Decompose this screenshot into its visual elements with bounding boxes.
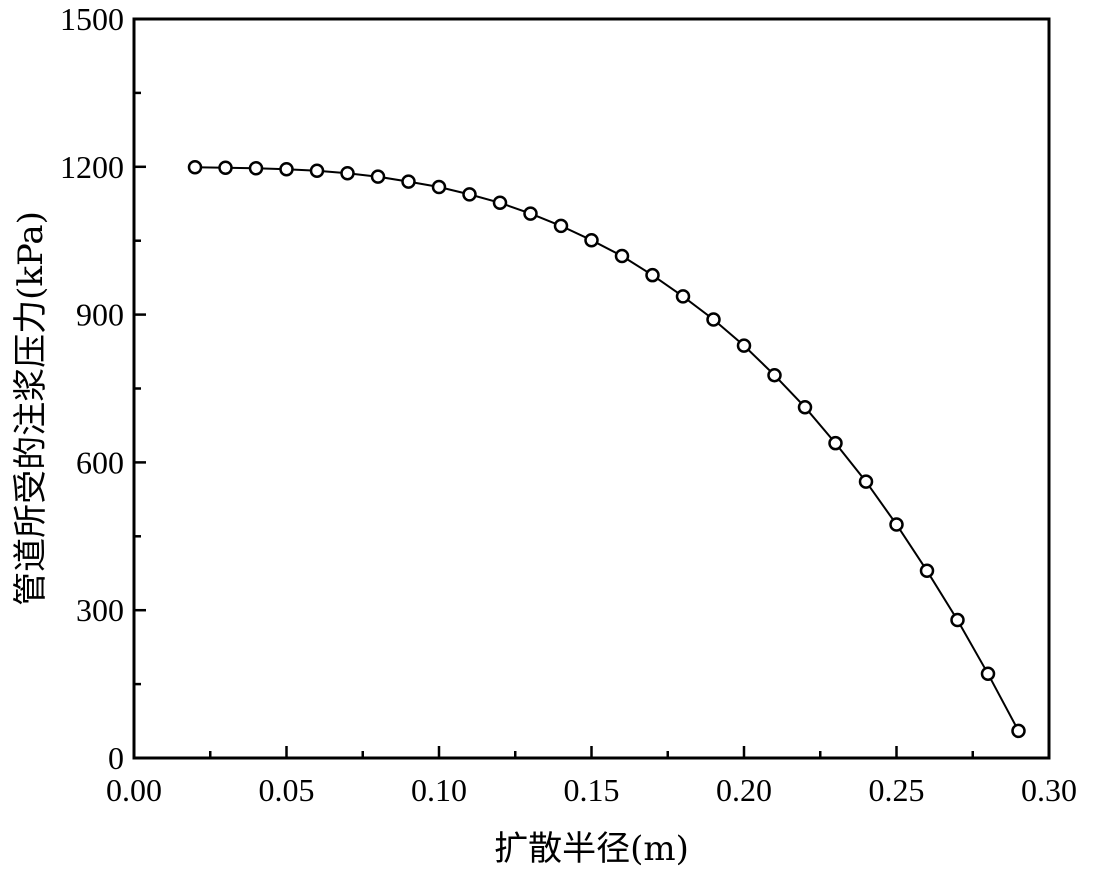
series-layer (187, 160, 1026, 739)
data-point (858, 474, 874, 489)
data-point (553, 218, 569, 234)
data-point (736, 338, 752, 353)
x-tick-label: 0.15 (564, 772, 620, 808)
y-tick-label: 900 (76, 297, 124, 333)
data-point (523, 206, 538, 221)
data-point (645, 267, 660, 283)
data-point (370, 169, 386, 184)
y-tick-label: 600 (76, 444, 124, 480)
data-point (309, 163, 325, 178)
x-tick-label: 0.00 (106, 772, 162, 808)
data-point (218, 160, 233, 176)
data-point (279, 162, 294, 177)
data-point (950, 612, 965, 628)
data-point (187, 160, 203, 175)
y-tick-label: 1500 (60, 1, 124, 37)
series-line (194, 166, 1020, 732)
x-tick-label: 0.25 (869, 772, 925, 808)
data-point (1011, 723, 1026, 739)
data-point (706, 312, 721, 327)
y-tick-label: 300 (76, 592, 124, 628)
data-point (401, 174, 416, 189)
data-point (828, 435, 843, 451)
data-point (889, 517, 904, 532)
y-axis-title: 管道所受的注浆压力(kPa) (11, 211, 51, 606)
plot-area-frame (132, 17, 1051, 760)
y-tick-label: 0 (108, 740, 124, 776)
data-point (584, 232, 599, 248)
data-point (340, 165, 355, 181)
y-tick-label: 1200 (60, 149, 124, 185)
data-point (767, 367, 782, 383)
data-point (797, 399, 813, 415)
x-tick-label: 0.10 (411, 772, 467, 808)
data-point (614, 248, 630, 264)
data-point (431, 179, 447, 195)
data-point (248, 161, 264, 176)
data-point (980, 666, 996, 682)
x-tick-label: 0.30 (1021, 772, 1077, 808)
data-point (675, 289, 691, 304)
x-axis-title: 扩散半径(m) (494, 829, 689, 869)
data-point (919, 563, 935, 579)
x-axis-ticks: 0.00 0.05 0.10 0.15 0.20 0.25 0.30 (106, 746, 1077, 808)
x-tick-label: 0.05 (259, 772, 315, 808)
data-point (462, 187, 477, 202)
x-tick-label: 0.20 (716, 772, 772, 808)
data-point (492, 195, 508, 211)
